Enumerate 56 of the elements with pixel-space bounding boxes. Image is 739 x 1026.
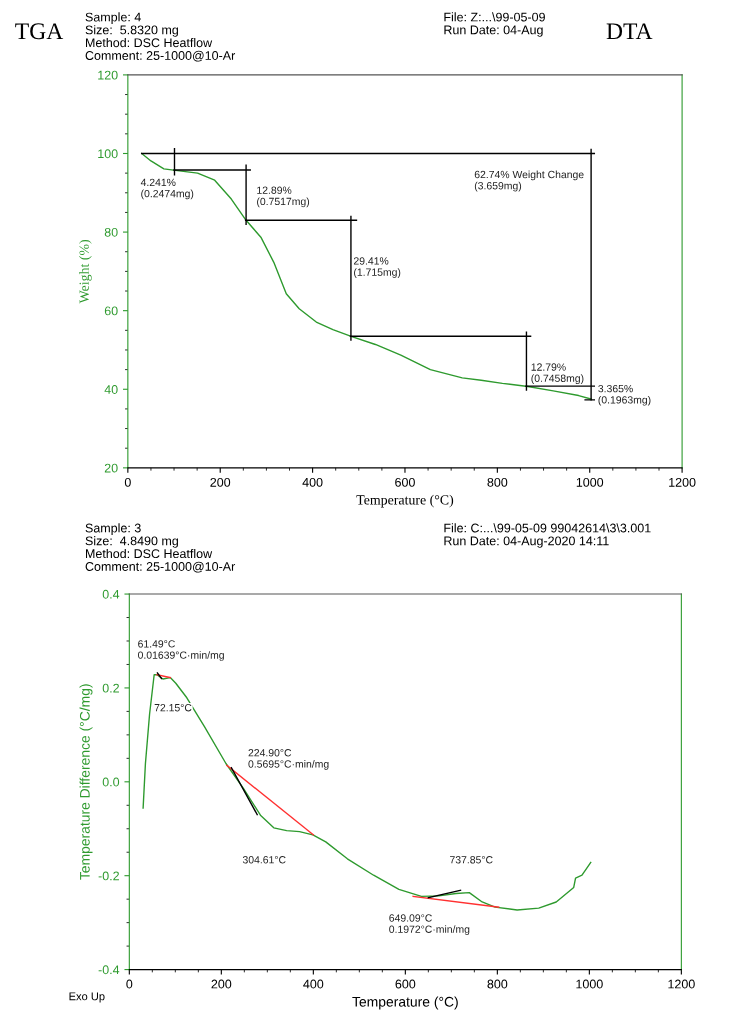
annotation: 72.15°C bbox=[154, 704, 192, 712]
annotation: 224.90°C 0.5695°C·min/mg bbox=[248, 749, 329, 770]
text: Size: 4.8490 mg bbox=[85, 536, 178, 548]
x-tick-label: 1000 bbox=[576, 979, 603, 989]
x-axis-title: Temperature (°C) bbox=[352, 996, 458, 1010]
annotation: 3.365% (0.1963mg) bbox=[598, 384, 651, 406]
annotation: 61.49°C 0.01639°C·min/mg bbox=[138, 640, 224, 661]
annotation: 29.41% (1.715mg) bbox=[353, 257, 401, 278]
text: Method: DSC Heatflow bbox=[86, 548, 213, 559]
y-tick-label: 0.0 bbox=[102, 777, 120, 787]
y-tick-label: 0.2 bbox=[102, 683, 119, 693]
y-tick-label: 100 bbox=[98, 149, 118, 159]
y-tick-label: 120 bbox=[98, 70, 118, 80]
y-tick-label: 20 bbox=[104, 463, 118, 473]
y-axis-title: Weight (%) bbox=[79, 239, 92, 304]
annotation: 304.61°C bbox=[242, 856, 286, 864]
annotation: 62.74% Weight Change (3.659mg) bbox=[474, 170, 584, 192]
annotation: 4.241% (0.2474mg) bbox=[140, 178, 194, 200]
text: Method: DSC Heatflow bbox=[86, 37, 213, 48]
y-axis-title: Temperature Difference (°C/mg) bbox=[79, 684, 93, 880]
y-tick-label: 60 bbox=[104, 306, 118, 316]
x-tick-label: 600 bbox=[395, 477, 415, 487]
x-tick-label: 800 bbox=[487, 477, 508, 487]
text: Sample: 4 bbox=[85, 12, 141, 24]
x-axis-title: Temperature (°C) bbox=[356, 494, 454, 508]
text: Comment: 25-1000@10-Ar bbox=[85, 561, 236, 573]
text: Comment: 25-1000@10-Ar bbox=[85, 50, 236, 62]
y-tick-label: 80 bbox=[104, 227, 118, 237]
text: Sample: 3 bbox=[85, 523, 141, 535]
text: Run Date: 04-Aug bbox=[444, 25, 543, 37]
annotation: 12.79% (0.7458mg) bbox=[531, 363, 584, 385]
text: Size: 5.8320 mg bbox=[85, 25, 178, 37]
text: File: C:...\99-05-09 99042614\3\3.001 bbox=[444, 523, 651, 533]
x-tick-label: 200 bbox=[211, 979, 232, 989]
y-tick-label: 0.4 bbox=[102, 589, 120, 599]
chart-title: TGA bbox=[15, 23, 64, 40]
annotation: 649.09°C 0.1972°C·min/mg bbox=[389, 914, 470, 935]
y-tick-label: 40 bbox=[104, 385, 118, 394]
x-tick-label: 1000 bbox=[576, 477, 604, 487]
annotation: 12.89% (0.7517mg) bbox=[257, 186, 310, 208]
x-tick-label: 400 bbox=[303, 979, 324, 989]
x-tick-label: 600 bbox=[395, 979, 416, 989]
x-tick-label: 1200 bbox=[668, 979, 695, 989]
text: Run Date: 04-Aug-2020 14:11 bbox=[444, 536, 609, 548]
y-tick-label: -0.4 bbox=[98, 965, 120, 975]
x-tick-label: 1200 bbox=[669, 477, 696, 487]
x-tick-label: 200 bbox=[210, 477, 231, 487]
x-tick-label: 400 bbox=[302, 477, 323, 487]
x-tick-label: 0 bbox=[126, 979, 133, 989]
text: DTA bbox=[606, 23, 653, 40]
annotation: 737.85°C bbox=[450, 856, 493, 864]
text: File: Z:...\99-05-09 bbox=[444, 12, 545, 22]
x-tick-label: 800 bbox=[487, 979, 508, 989]
x-tick-label: 0 bbox=[124, 477, 131, 487]
text: Exo Up bbox=[69, 992, 105, 1003]
y-tick-label: -0.2 bbox=[98, 871, 119, 881]
